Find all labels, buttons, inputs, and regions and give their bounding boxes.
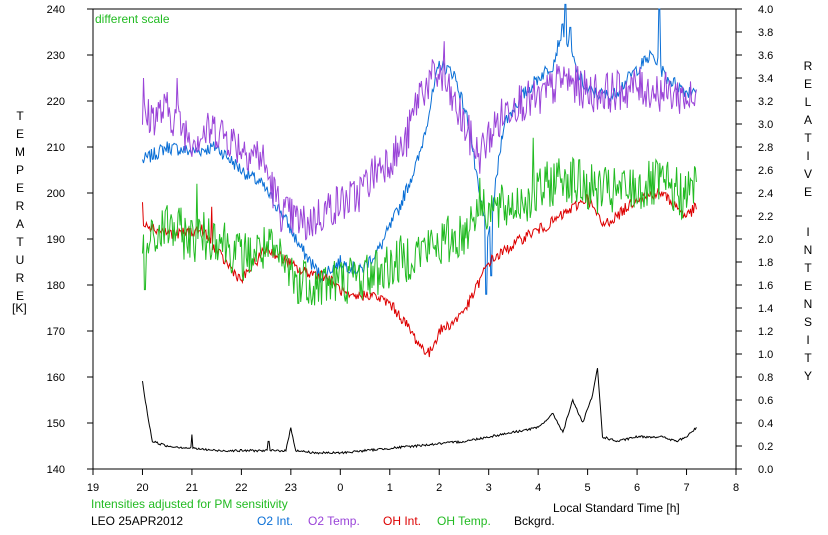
x-tick-label: 2	[436, 482, 442, 494]
y-left-label-letter: T	[16, 235, 24, 249]
y-right-label-letter: Y	[804, 369, 812, 383]
series-line	[142, 187, 697, 358]
y-right-label-letter: T	[804, 261, 812, 275]
y-right-tick-label: 3.6	[758, 50, 773, 62]
series-layer	[142, 3, 697, 455]
series-line	[142, 367, 697, 455]
y-left-label-letter: P	[16, 163, 24, 177]
y-right-label-letter: N	[804, 243, 813, 257]
x-tick-label: 5	[585, 482, 591, 494]
station-date-label: LEO 25APR2012	[91, 514, 183, 528]
y-left-tick-label: 150	[47, 418, 65, 430]
legend: O2 Int. O2 Temp. OH Int. OH Temp. Bckgrd.	[257, 514, 555, 528]
series-line	[142, 41, 697, 241]
y-right-tick-label: 0.8	[758, 372, 773, 384]
x-tick-label: 21	[186, 482, 198, 494]
y-right-tick-label: 0.0	[758, 464, 773, 476]
y-right-label-letter: E	[804, 279, 812, 293]
y-right-tick-label: 1.2	[758, 326, 773, 338]
y-left-tick-label: 140	[47, 464, 65, 476]
y-right-tick-label: 1.0	[758, 349, 773, 361]
series-line	[142, 3, 697, 295]
y-left-label-letter: R	[16, 271, 25, 285]
y-left-label-letter: E	[16, 289, 24, 303]
x-tick-label: 20	[136, 482, 148, 494]
legend-entry: O2 Int.	[257, 514, 293, 528]
y-left-tick-label: 220	[47, 96, 65, 108]
y-right-tick-label: 3.2	[758, 96, 773, 108]
legend-entry: Bckgrd.	[514, 514, 555, 528]
y-right-label-letter: T	[804, 131, 812, 145]
y-left-label-letter: M	[15, 145, 25, 159]
y-left-label-letter: U	[16, 253, 25, 267]
y-left-label-letter: A	[16, 217, 24, 231]
y-left-tick-label: 230	[47, 50, 65, 62]
y-right-tick-label: 2.4	[758, 188, 773, 200]
y-left-label-letter: E	[16, 127, 24, 141]
y-left-tick-label: 170	[47, 326, 65, 338]
y-left-label-letter: E	[16, 181, 24, 195]
y-left-tick-label: 240	[47, 4, 65, 16]
annotation-top: different scale	[95, 12, 170, 26]
y-right-tick-label: 2.6	[758, 165, 773, 177]
y-right-tick-label: 2.2	[758, 211, 773, 223]
y-right-label-letter: I	[806, 225, 809, 239]
y-left-label-letter: T	[16, 109, 24, 123]
y-right-label-letter: I	[806, 333, 809, 347]
y-right-tick-label: 1.6	[758, 280, 773, 292]
y-right-tick-label: 0.6	[758, 395, 773, 407]
x-tick-label: 19	[87, 482, 99, 494]
y-axis-left-unit: [K]	[12, 301, 27, 315]
y-left-tick-label: 210	[47, 142, 65, 154]
x-tick-label: 6	[634, 482, 640, 494]
y-axis-left: 140 150 160 170 180 190 200 210 220 230 240	[47, 4, 93, 476]
y-right-label-letter: N	[804, 297, 813, 311]
y-right-label-letter: I	[806, 149, 809, 163]
y-right-tick-label: 3.0	[758, 119, 773, 131]
y-right-tick-label: 1.8	[758, 257, 773, 269]
y-right-tick-label: 4.0	[758, 4, 773, 16]
y-left-label-letter: R	[16, 199, 25, 213]
legend-entry: OH Temp.	[437, 514, 491, 528]
x-tick-label: 22	[235, 482, 247, 494]
annotation-bottom: Intensities adjusted for PM sensitivity	[91, 497, 288, 511]
x-tick-label: 8	[733, 482, 739, 494]
y-right-tick-label: 2.8	[758, 142, 773, 154]
y-axis-right: 0.0 0.2 0.4 0.6 0.8 1.0 1.2 1.4 1.6 1.8 2.0 2.2 2.4 2…	[736, 4, 773, 476]
y-right-tick-label: 0.2	[758, 441, 773, 453]
x-tick-label: 0	[337, 482, 343, 494]
y-left-tick-label: 180	[47, 280, 65, 292]
y-left-tick-label: 200	[47, 188, 65, 200]
x-tick-label: 1	[387, 482, 393, 494]
series-line	[142, 137, 697, 306]
y-right-label-letter: V	[804, 167, 812, 181]
y-left-tick-label: 190	[47, 234, 65, 246]
x-tick-label: 7	[683, 482, 689, 494]
x-axis-label: Local Standard Time [h]	[553, 501, 680, 515]
x-tick-label: 3	[486, 482, 492, 494]
y-right-label-letter: E	[804, 77, 812, 91]
y-right-tick-label: 2.0	[758, 234, 773, 246]
y-right-tick-label: 3.8	[758, 27, 773, 39]
y-right-tick-label: 3.4	[758, 73, 773, 85]
y-right-label-letter: L	[805, 95, 812, 109]
y-right-label-letter: E	[804, 185, 812, 199]
legend-entry: O2 Temp.	[308, 514, 360, 528]
x-tick-label: 23	[285, 482, 297, 494]
legend-entry: OH Int.	[383, 514, 421, 528]
y-right-label-letter: S	[804, 315, 812, 329]
y-right-label-letter: R	[804, 59, 813, 73]
y-left-tick-label: 160	[47, 372, 65, 384]
y-right-tick-label: 1.4	[758, 303, 773, 315]
y-right-tick-label: 0.4	[758, 418, 773, 430]
x-axis: 19 20 21 22 23 0 1 2 3 4 5 6 7 8	[87, 469, 739, 494]
y-right-label-letter: T	[804, 351, 812, 365]
y-right-label-letter: A	[804, 113, 812, 127]
x-tick-label: 4	[535, 482, 541, 494]
